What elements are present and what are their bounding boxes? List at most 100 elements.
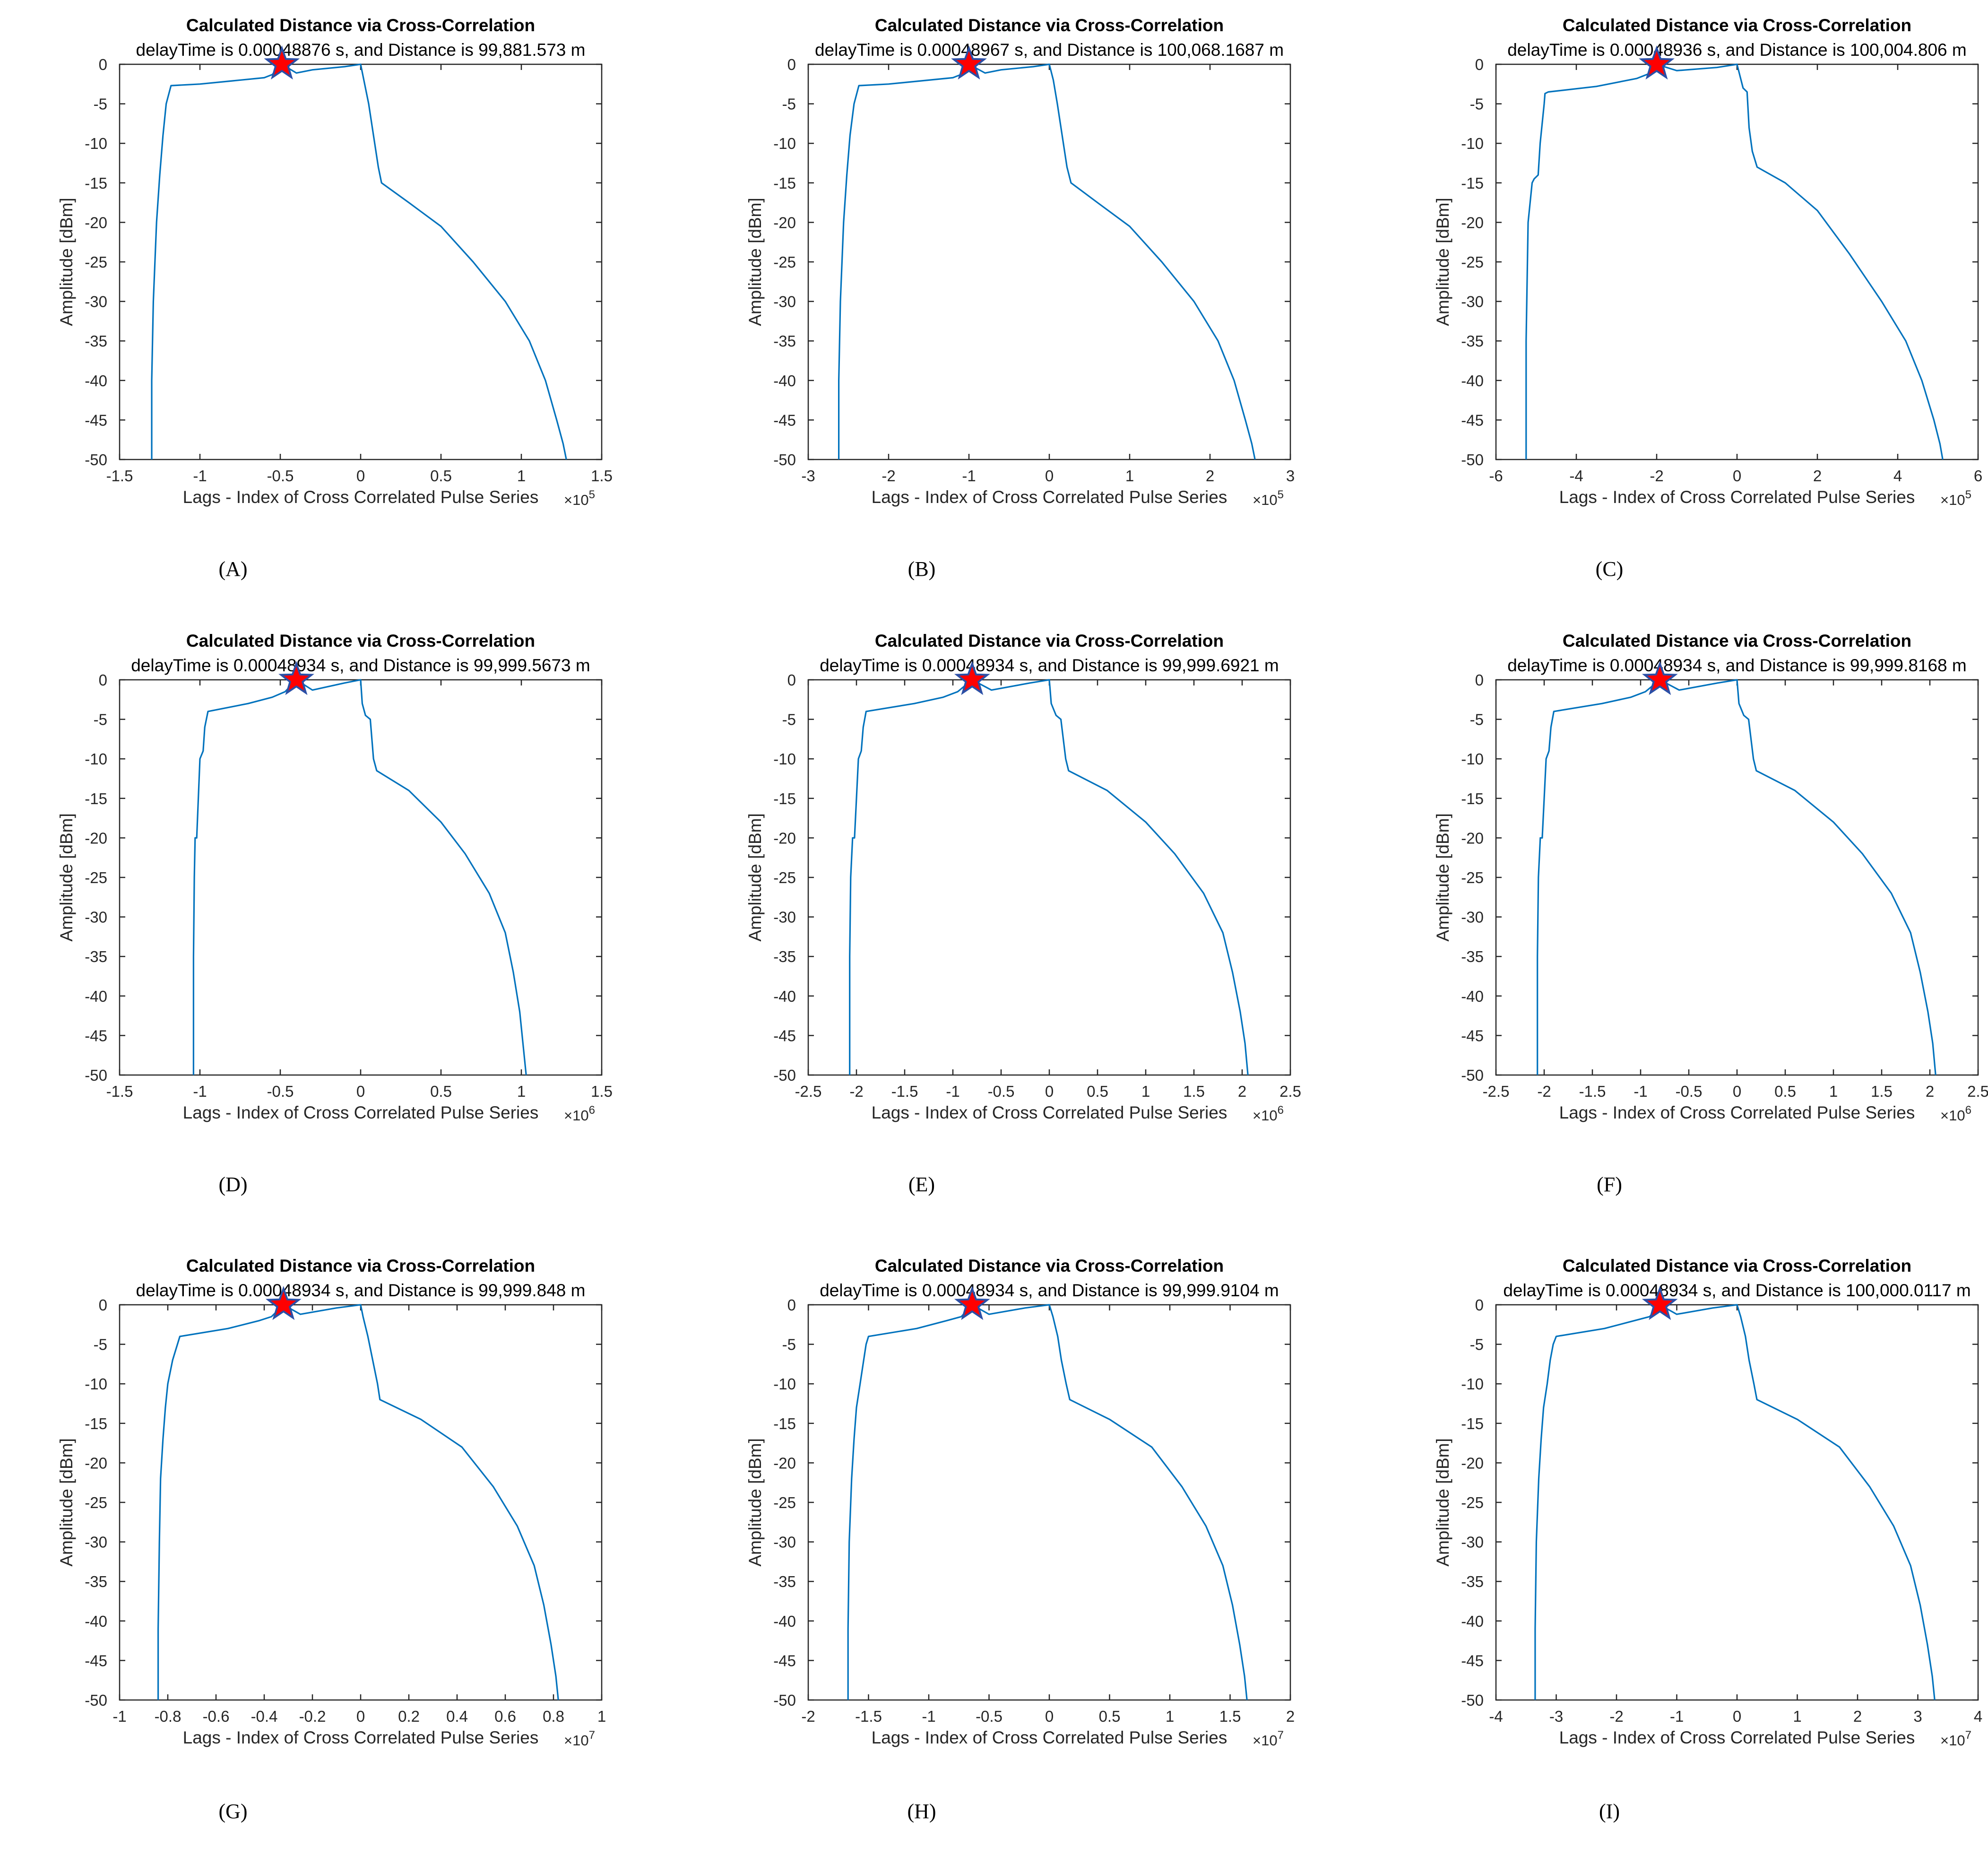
y-tick-label: -5 — [94, 95, 107, 113]
x-tick-label: -0.6 — [203, 1708, 230, 1725]
y-tick-label: 0 — [787, 671, 796, 689]
y-tick-label: -15 — [1461, 790, 1484, 807]
x-tick-label: 0.2 — [398, 1708, 420, 1725]
chart-panel-b: Calculated Distance via Cross-Correlatio… — [745, 16, 1295, 581]
x-tick-label: 2 — [1813, 467, 1822, 485]
x-exponent-power: 7 — [589, 1729, 595, 1742]
x-tick-label: 3 — [1286, 467, 1295, 485]
y-tick-label: -20 — [773, 829, 796, 847]
y-tick-label: -20 — [85, 214, 107, 231]
plot-area — [807, 1304, 1291, 1701]
x-tick-label: -2 — [849, 1083, 863, 1100]
x-tick-label: -2 — [801, 1708, 815, 1725]
y-tick-label: -5 — [782, 95, 796, 113]
y-tick-label: -5 — [94, 711, 107, 729]
x-tick-label: -4 — [1489, 1708, 1503, 1725]
y-axis: -50-45-40-35-30-25-20-15-10-50 — [1461, 56, 1978, 468]
y-tick-label: -40 — [85, 372, 107, 390]
y-tick-label: 0 — [99, 671, 107, 689]
y-tick-label: -50 — [1461, 1691, 1484, 1709]
chart-subtitle: delayTime is 0.00048967 s, and Distance … — [815, 40, 1284, 60]
y-tick-label: -50 — [773, 1067, 796, 1084]
x-axis-label: Lags - Index of Cross Correlated Pulse S… — [872, 1103, 1227, 1122]
x-tick-label: 1 — [1166, 1708, 1174, 1725]
peak-star-marker — [1639, 45, 1675, 80]
chart-panel-a: Calculated Distance via Cross-Correlatio… — [57, 16, 613, 581]
y-axis: -50-45-40-35-30-25-20-15-10-50 — [773, 671, 1290, 1084]
y-tick-label: -25 — [1461, 869, 1484, 886]
x-tick-label: 0.5 — [430, 1083, 452, 1100]
x-axis-label: Lags - Index of Cross Correlated Pulse S… — [1559, 1728, 1915, 1747]
chart-title: Calculated Distance via Cross-Correlatio… — [875, 16, 1224, 35]
x-tick-label: -1 — [1634, 1083, 1647, 1100]
y-tick-label: -25 — [773, 869, 796, 886]
x-tick-label: -3 — [801, 467, 815, 485]
x-tick-label: 0 — [1733, 1083, 1741, 1100]
x-tick-label: 1.5 — [1219, 1708, 1241, 1725]
x-tick-label: 0.8 — [543, 1708, 564, 1725]
x-tick-label: -2.5 — [795, 1083, 822, 1100]
plot-area — [119, 679, 603, 1076]
x-tick-label: 0.4 — [446, 1708, 468, 1725]
panel-label: (A) — [218, 557, 247, 581]
y-tick-label: -35 — [1461, 1573, 1484, 1590]
y-tick-label: -10 — [773, 750, 796, 768]
y-tick-label: -5 — [782, 711, 796, 729]
x-axis: -2.5 -2 -1.5 -1 -0.5 0 0.5 1 1.5 2 2.5 — [1483, 680, 1988, 1100]
y-tick-label: -25 — [1461, 1494, 1484, 1511]
y-tick-label: -20 — [1461, 214, 1484, 231]
chart-title: Calculated Distance via Cross-Correlatio… — [1563, 16, 1911, 35]
y-axis-label: Amplitude [dBm] — [745, 1438, 765, 1566]
y-tick-label: -25 — [773, 253, 796, 271]
panel-label: (G) — [218, 1800, 247, 1823]
x-tick-label: 2 — [1853, 1708, 1862, 1725]
x-tick-label: 2 — [1286, 1708, 1295, 1725]
y-tick-label: -15 — [85, 790, 107, 807]
series-line-xcorr — [1537, 679, 1936, 1075]
y-tick-label: -45 — [773, 411, 796, 429]
x-tick-label: 1.5 — [1183, 1083, 1205, 1100]
x-tick-label: 1 — [517, 467, 526, 485]
peak-star-marker — [954, 661, 990, 695]
x-exponent-label: ×106 — [564, 1104, 595, 1124]
x-tick-label: 2 — [1926, 1083, 1934, 1100]
series-line-xcorr — [1525, 63, 1944, 460]
y-axis-label: Amplitude [dBm] — [1433, 198, 1452, 326]
x-tick-label: -1 — [193, 1083, 207, 1100]
chart-title: Calculated Distance via Cross-Correlatio… — [1563, 1256, 1911, 1275]
peak-star-marker — [1642, 1286, 1678, 1320]
x-tick-label: -0.5 — [976, 1708, 1003, 1725]
x-tick-label: 0.5 — [1087, 1083, 1108, 1100]
x-tick-label: 0 — [1045, 467, 1054, 485]
y-axis-label: Amplitude [dBm] — [57, 1438, 76, 1566]
y-tick-label: -20 — [1461, 829, 1484, 847]
x-exponent-base: ×10 — [564, 1732, 589, 1749]
y-tick-label: -45 — [85, 1027, 107, 1044]
y-axis-label: Amplitude [dBm] — [57, 813, 76, 941]
x-tick-label: 0 — [1733, 467, 1741, 485]
x-tick-label: -1 — [946, 1083, 959, 1100]
y-tick-label: -10 — [773, 1375, 796, 1393]
plot-area — [119, 1304, 603, 1701]
y-tick-label: -50 — [85, 1691, 107, 1709]
x-exponent-base: ×10 — [564, 492, 589, 508]
x-axis: -1.5 -1 -0.5 0 0.5 1 1.5 — [106, 680, 613, 1100]
y-axis: -50-45-40-35-30-25-20-15-10-50 — [1461, 671, 1978, 1084]
x-exponent-base: ×10 — [564, 1107, 589, 1124]
peak-star-marker — [278, 661, 314, 695]
y-tick-label: -40 — [1461, 372, 1484, 390]
y-tick-label: -30 — [1461, 293, 1484, 311]
series-line-xcorr — [849, 679, 1249, 1075]
y-tick-label: -15 — [773, 790, 796, 807]
y-tick-label: -15 — [773, 174, 796, 192]
y-axis: -50-45-40-35-30-25-20-15-10-50 — [85, 671, 602, 1084]
x-exponent-base: ×10 — [1940, 1732, 1965, 1749]
y-tick-label: -50 — [1461, 451, 1484, 468]
x-exponent-power: 7 — [1278, 1729, 1284, 1742]
y-axis-label: Amplitude [dBm] — [745, 813, 765, 941]
panel-label: (D) — [218, 1173, 247, 1196]
x-tick-label: -6 — [1489, 467, 1503, 485]
panel-label: (B) — [908, 557, 936, 581]
y-tick-label: -45 — [85, 411, 107, 429]
y-tick-label: -10 — [1461, 135, 1484, 152]
